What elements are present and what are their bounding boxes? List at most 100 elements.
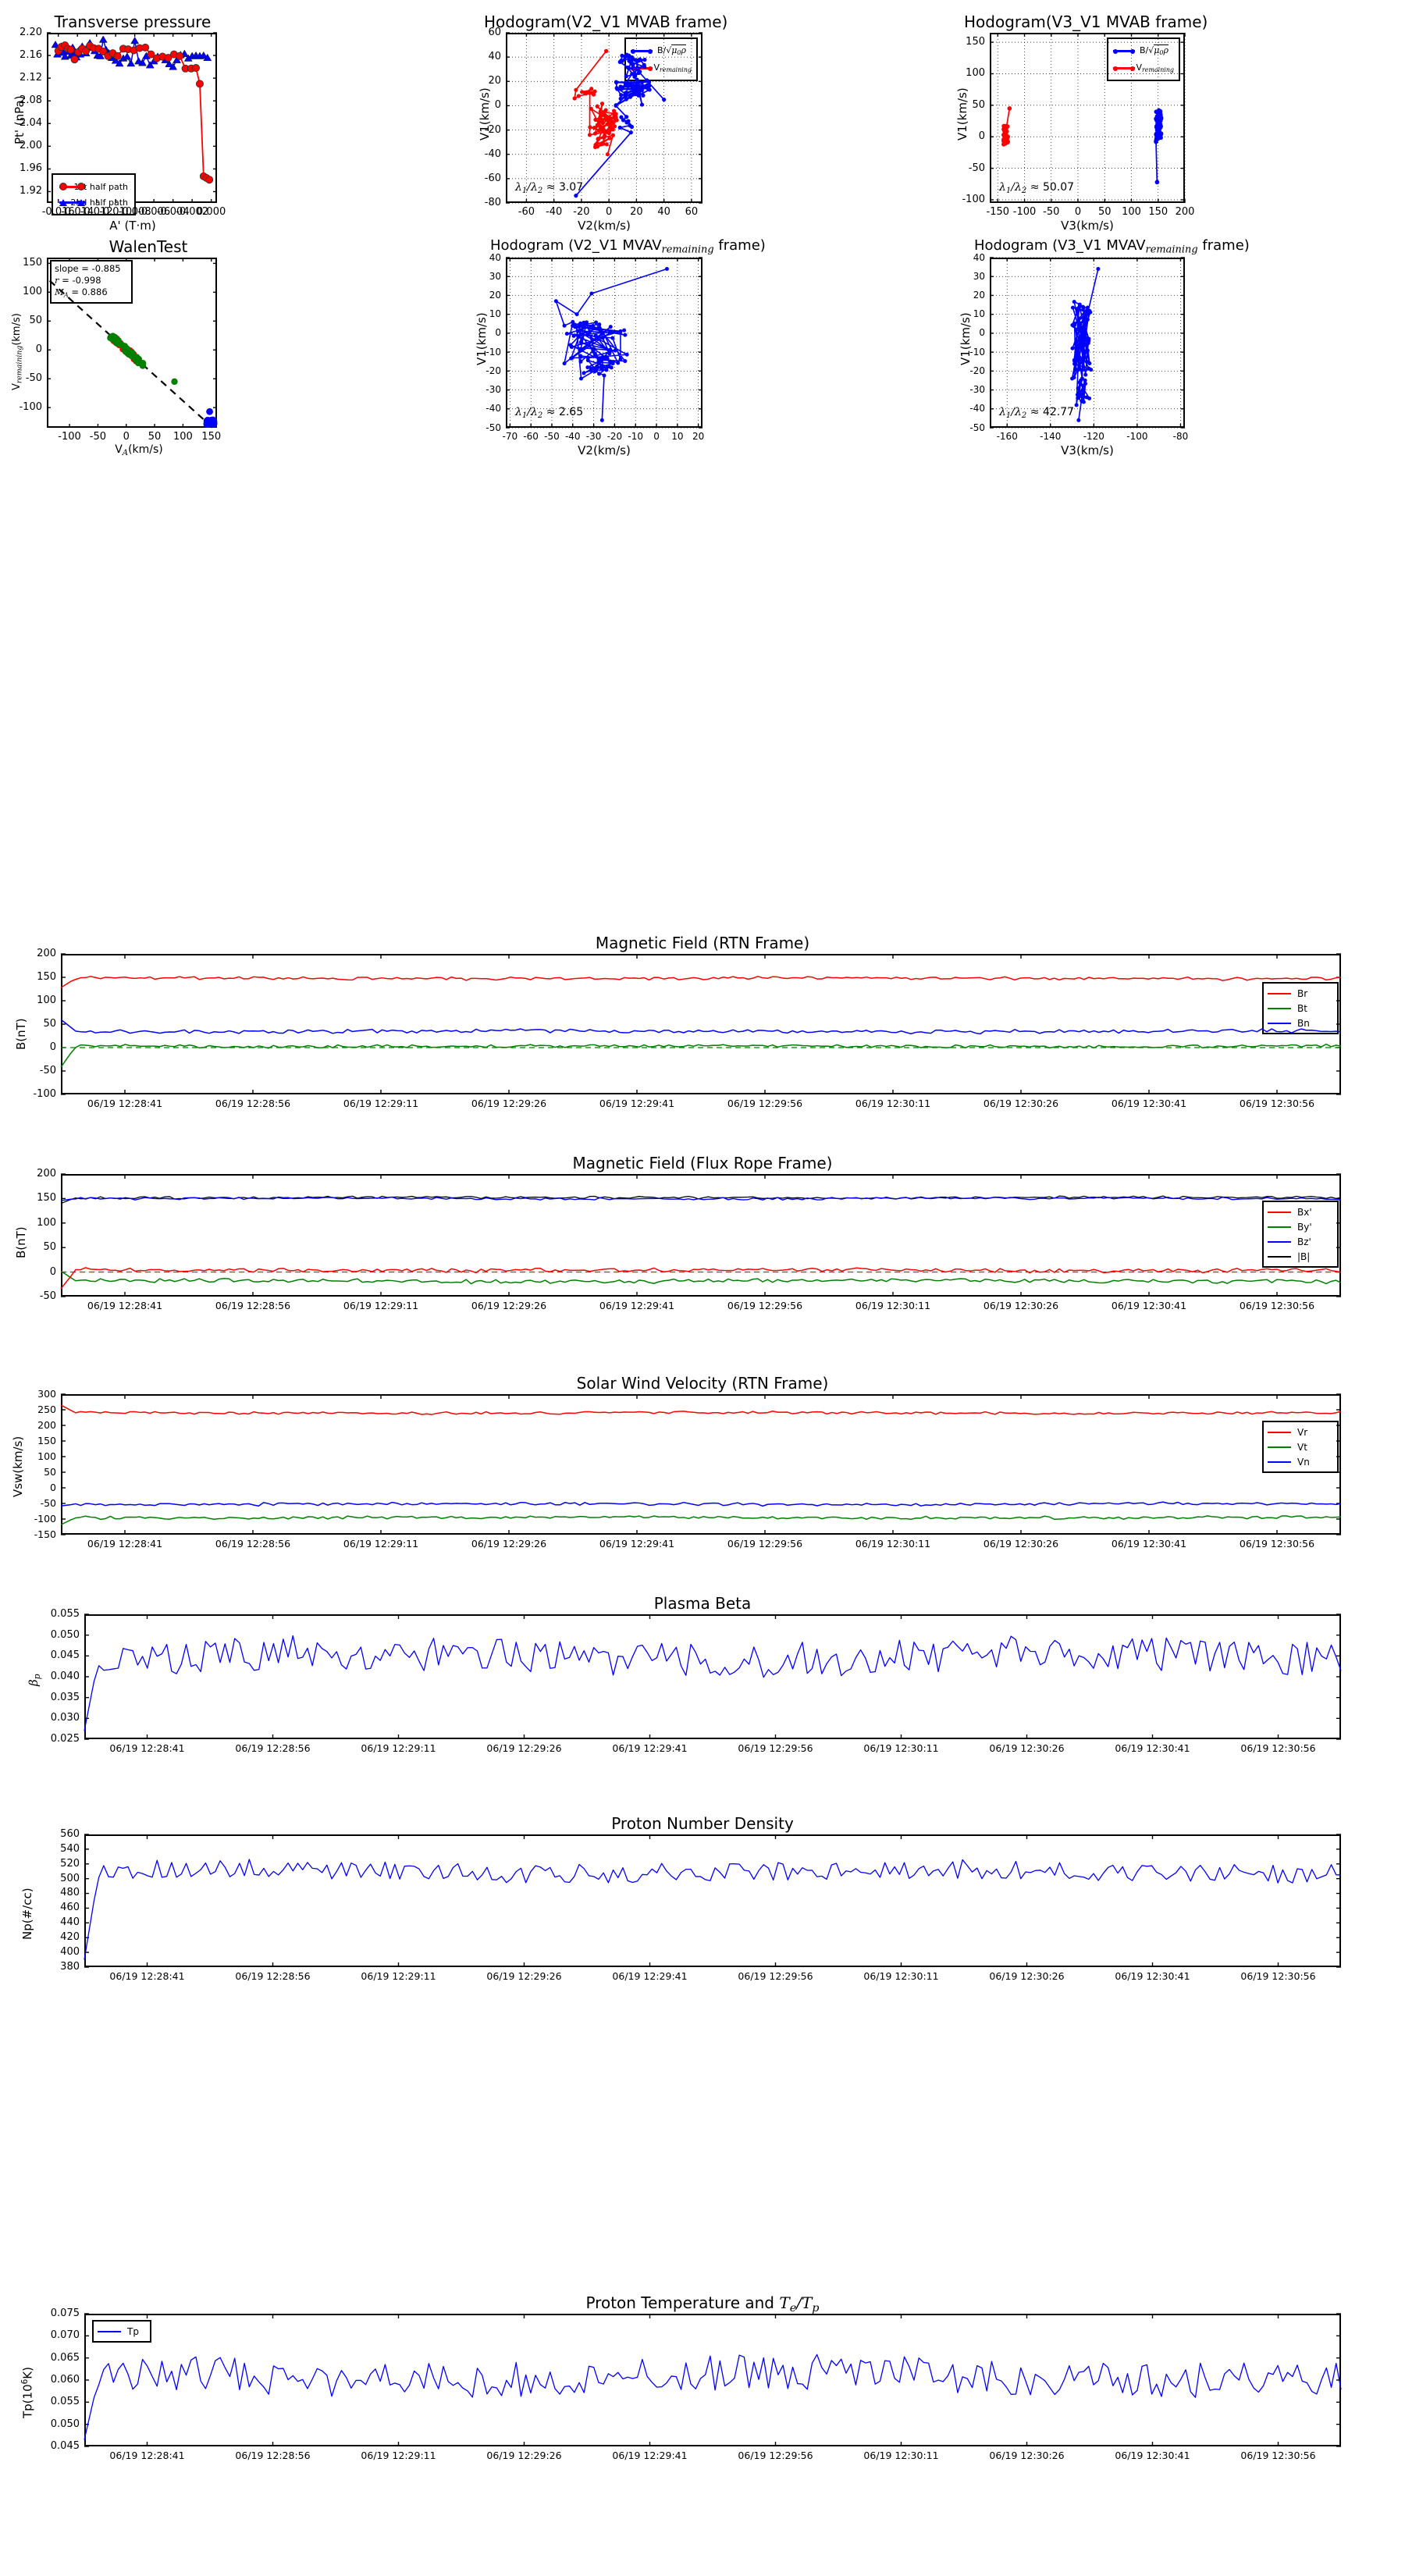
axis-tick-x: 06/19 12:30:11 (863, 1970, 939, 1982)
legend-item-1st-half[interactable]: 1st half path (59, 179, 128, 194)
legend-item-bx[interactable]: Bx' (1268, 1204, 1333, 1219)
axis-tick-y: 100 (37, 1450, 56, 1463)
x-axis-label: V2(km/s) (578, 443, 631, 457)
axis-tick-x: 20 (692, 431, 705, 442)
legend[interactable]: Vr Vt Vn (1262, 1421, 1339, 1473)
legend-item-alfven[interactable]: B/√μ0ρ (1113, 42, 1174, 59)
panel-title: Proton Temperature and Te/Tp (585, 2293, 820, 2315)
axis-tick-x: 06/19 12:28:56 (235, 2450, 311, 2461)
axis-tick-x: 150 (1148, 206, 1168, 218)
eigenvalue-ratio-annotation: λ1/λ2 ≈ 3.07 (515, 181, 584, 195)
legend[interactable]: 1st half path 2nd half path (52, 173, 136, 215)
axis-tick-y: 0 (50, 1482, 56, 1494)
axis-tick-x: 06/19 12:29:11 (361, 2450, 436, 2461)
axis-tick-y: 0 (49, 1265, 56, 1278)
axis-tick-x: -40 (564, 431, 581, 442)
axis-tick-x: 06/19 12:30:41 (1111, 1300, 1187, 1311)
eigenvalue-ratio-annotation: λ1/λ2 ≈ 2.65 (515, 406, 584, 420)
axis-tick-x: 06/19 12:30:56 (1240, 1742, 1316, 1754)
panel-title: Hodogram (V3_V1 MVAVremaining frame) (974, 237, 1250, 256)
axis-tick-x: 06/19 12:30:11 (863, 2450, 939, 2461)
legend-item-br[interactable]: Br (1268, 986, 1333, 1001)
legend-marker-line (1113, 48, 1135, 55)
axis-tick-x: -70 (502, 431, 518, 442)
axis-tick-x: 60 (685, 206, 699, 218)
axis-tick-x: 150 (201, 431, 222, 443)
legend-marker-line (1113, 65, 1135, 72)
axis-tick-y: 400 (60, 1946, 80, 1959)
legend-item-vt[interactable]: Vt (1268, 1439, 1333, 1454)
legend-marker-line (631, 48, 653, 55)
axis-tick-x: 06/19 12:29:41 (612, 1742, 688, 1754)
legend-item-vremaining[interactable]: Vremaining (1113, 59, 1174, 76)
axis-tick-y: 300 (37, 1388, 56, 1400)
annotation-value: ≈ 42.77 (1030, 406, 1075, 418)
plot-area (61, 1174, 1341, 1297)
axis-tick-x: 06/19 12:28:41 (87, 1098, 163, 1109)
axis-tick-y: -10 (969, 346, 985, 358)
eigenvalue-ratio-annotation: λ1/λ2 ≈ 42.77 (999, 406, 1075, 420)
axis-tick-y: 440 (60, 1916, 80, 1929)
legend-marker-circle (59, 183, 86, 190)
legend-item-tp[interactable]: Tp (98, 2324, 146, 2339)
axis-tick-x: 06/19 12:29:11 (343, 1538, 419, 1550)
axis-tick-x: -0.016 (41, 206, 75, 218)
axis-tick-y: -30 (969, 384, 985, 396)
legend-item-alfven[interactable]: B/√μ0ρ (631, 42, 692, 59)
axis-tick-x: 06/19 12:29:56 (738, 1970, 813, 1982)
axis-tick-x: -0.014 (61, 206, 94, 218)
legend-item-b[interactable]: |B| (1268, 1249, 1333, 1264)
axis-tick-x: -20 (573, 206, 590, 218)
axis-tick-y: -40 (484, 148, 501, 160)
legend-color-swatch (1268, 992, 1291, 994)
axis-tick-x: 06/19 12:28:56 (215, 1300, 291, 1311)
axis-tick-x: 06/19 12:30:56 (1239, 1098, 1315, 1109)
legend-label-vremaining: Vremaining (1136, 62, 1174, 74)
legend-item-2nd-half[interactable]: 2nd half path (59, 194, 128, 210)
legend-item-vr[interactable]: Vr (1268, 1425, 1333, 1439)
axis-tick-y: 420 (60, 1931, 80, 1944)
axis-tick-x: -120 (1083, 431, 1104, 442)
legend-color-swatch (1268, 1431, 1291, 1433)
axis-tick-x: -60 (518, 206, 535, 218)
legend-label: 1st half path (73, 181, 128, 192)
axis-tick-x: 06/19 12:29:11 (361, 1970, 436, 1982)
axis-tick-x: 06/19 12:29:26 (471, 1098, 547, 1109)
axis-tick-x: 06/19 12:30:26 (989, 1742, 1065, 1754)
axis-tick-y: -40 (969, 403, 985, 415)
axis-tick-x: 06/19 12:29:11 (343, 1098, 419, 1109)
legend-label-alfven: B/√μ0ρ (1140, 44, 1168, 57)
legend-item-bt[interactable]: Bt (1268, 1001, 1333, 1016)
axis-tick-x: 10 (671, 431, 684, 442)
legend-item-vn[interactable]: Vn (1268, 1454, 1333, 1469)
axis-tick-y: -100 (19, 401, 42, 414)
axis-tick-y: 40 (488, 51, 501, 63)
stat-ma: MA = 0.886 (55, 286, 108, 299)
axis-tick-y: 150 (37, 970, 56, 983)
axis-tick-y: 460 (60, 1902, 80, 1914)
axis-tick-y: 0.055 (50, 1607, 80, 1620)
legend-color-swatch (1268, 1240, 1291, 1243)
legend[interactable]: Tp (92, 2320, 151, 2343)
legend-item-by[interactable]: By' (1268, 1219, 1333, 1234)
axis-tick-x: 06/19 12:29:26 (486, 2450, 562, 2461)
legend-color-swatch (98, 2330, 121, 2332)
axis-tick-x: 06/19 12:29:56 (738, 2450, 813, 2461)
panel-title: Magnetic Field (Flux Rope Frame) (572, 1154, 833, 1172)
axis-tick-x: 06/19 12:28:41 (109, 1742, 185, 1754)
axis-tick-y: 50 (43, 1017, 56, 1030)
panel-title: Plasma Beta (653, 1594, 752, 1613)
legend[interactable]: Br Bt Bn (1262, 982, 1339, 1034)
axis-tick-x: 06/19 12:29:41 (599, 1538, 675, 1550)
axis-tick-x: -50 (1043, 206, 1060, 218)
panel-title: Proton Number Density (611, 1814, 794, 1833)
axis-tick-x: 06/19 12:30:26 (989, 2450, 1065, 2461)
axis-tick-x: 06/19 12:30:26 (983, 1538, 1059, 1550)
axis-tick-y: 0 (978, 130, 985, 143)
legend-item-bn[interactable]: Bn (1268, 1016, 1333, 1030)
axis-tick-y: 0.065 (50, 2351, 80, 2364)
axis-tick-y: 20 (488, 75, 501, 87)
axis-tick-x: 06/19 12:30:11 (855, 1538, 931, 1550)
legend-item-bz[interactable]: Bz' (1268, 1234, 1333, 1249)
legend[interactable]: Bx' By' Bz' |B| (1262, 1201, 1339, 1268)
